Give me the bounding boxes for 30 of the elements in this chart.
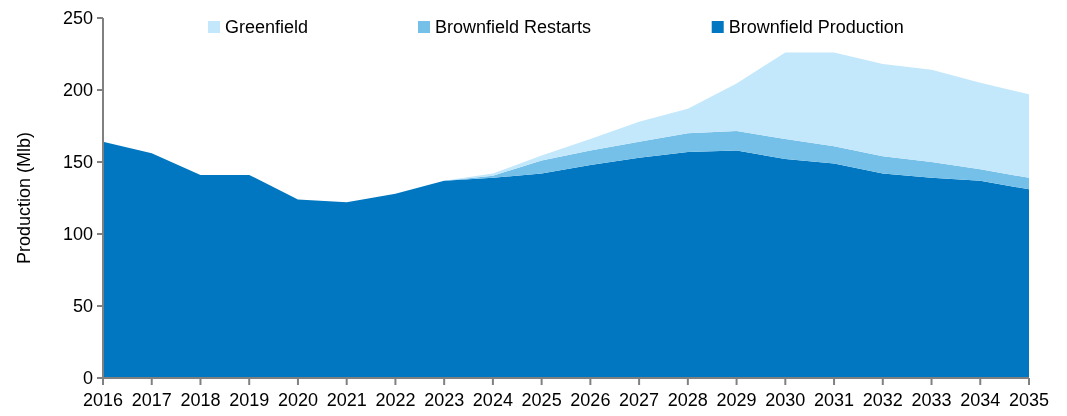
x-tick-label: 2026 [570, 390, 611, 410]
x-tick-label: 2019 [229, 390, 270, 410]
legend-label: Brownfield Production [728, 17, 904, 38]
y-axis-title: Production (Mlb) [14, 131, 34, 265]
x-tick-label: 2020 [277, 390, 318, 410]
x-tick-label: 2028 [667, 390, 708, 410]
x-tick-label: 2027 [619, 390, 660, 410]
x-tick-label: 2018 [180, 390, 221, 410]
legend-label: Greenfield [225, 17, 309, 38]
y-tick-label: 150 [62, 152, 93, 173]
y-tick-label: 200 [62, 80, 93, 101]
x-tick-label: 2030 [765, 390, 806, 410]
x-tick-label: 2024 [472, 390, 513, 410]
x-tick-label: 2017 [131, 390, 172, 410]
x-tick-label: 2031 [814, 390, 855, 410]
y-tick-label: 250 [62, 8, 93, 29]
x-tick-label: 2032 [862, 390, 903, 410]
legend-label: Brownfield Restarts [435, 17, 592, 38]
y-tick-label: 100 [62, 224, 93, 245]
x-tick-label: 2021 [326, 390, 367, 410]
x-tick-label: 2016 [82, 390, 124, 410]
x-tick-label: 2025 [521, 390, 562, 410]
x-tick-label: 2033 [911, 390, 952, 410]
x-tick-label: 2022 [375, 390, 416, 410]
x-tick-label: 2035 [1008, 390, 1050, 410]
x-tick-label: 2034 [960, 390, 1001, 410]
x-tick-label: 2029 [716, 390, 757, 410]
x-tick-label: 2023 [424, 390, 465, 410]
y-tick-label: 0 [82, 368, 93, 389]
y-tick-label: 50 [72, 296, 93, 317]
